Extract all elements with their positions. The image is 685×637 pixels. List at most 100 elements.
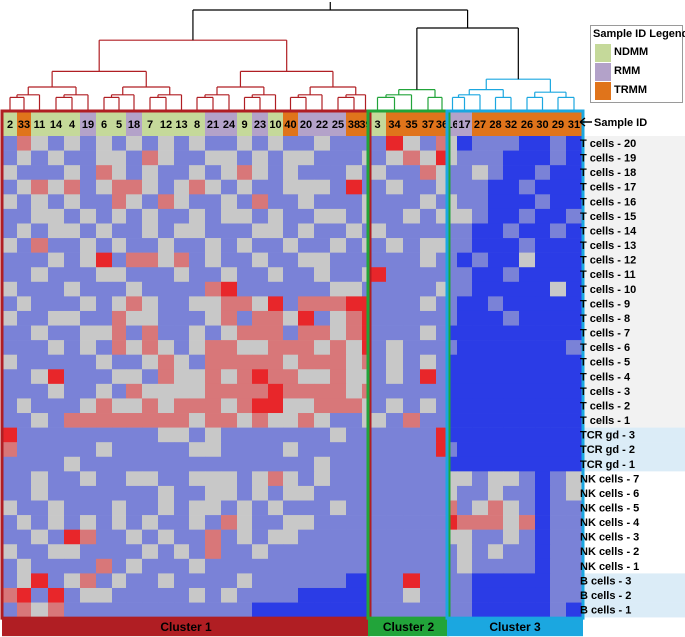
heatmap-cell bbox=[268, 150, 284, 166]
heatmap-cell bbox=[535, 369, 551, 385]
heatmap-cell bbox=[519, 354, 536, 370]
heatmap-cell bbox=[403, 325, 421, 341]
heatmap-cell bbox=[112, 413, 127, 428]
heatmap-cell bbox=[3, 544, 18, 560]
heatmap-cell bbox=[48, 602, 65, 618]
heatmap-cell bbox=[252, 485, 269, 501]
heatmap-cell bbox=[96, 573, 113, 589]
heatmap-cell bbox=[386, 223, 404, 239]
heatmap-cell bbox=[314, 208, 331, 224]
heatmap-cell bbox=[503, 369, 520, 385]
row-bg bbox=[578, 500, 685, 516]
heatmap-cell bbox=[112, 587, 127, 603]
heatmap-cell bbox=[448, 281, 458, 297]
heatmap-cell bbox=[80, 442, 97, 458]
heatmap-cell bbox=[112, 179, 127, 195]
heatmap-cell bbox=[346, 238, 363, 253]
heatmap-cell bbox=[362, 456, 370, 472]
heatmap-cell bbox=[457, 194, 473, 210]
row-label: T cells - 1 bbox=[580, 415, 630, 427]
heatmap-cell bbox=[268, 310, 284, 326]
heatmap-cell bbox=[503, 427, 520, 443]
heatmap-cell bbox=[96, 281, 113, 297]
heatmap-cell bbox=[189, 413, 206, 428]
heatmap-cell bbox=[126, 515, 143, 530]
heatmap-cell bbox=[158, 602, 175, 618]
heatmap-cell bbox=[488, 310, 504, 326]
heatmap-cell bbox=[31, 325, 49, 341]
heatmap-cell bbox=[519, 179, 536, 195]
cluster-label-bar bbox=[368, 617, 449, 637]
heatmap-cell bbox=[566, 150, 583, 166]
heatmap-cell bbox=[48, 267, 65, 283]
heatmap-cell bbox=[174, 179, 190, 195]
heatmap-cell bbox=[386, 296, 404, 312]
sample-header-cell bbox=[174, 112, 190, 136]
heatmap-cell bbox=[221, 340, 238, 355]
heatmap-cell bbox=[362, 281, 370, 297]
heatmap-cell bbox=[237, 471, 253, 487]
heatmap-cell bbox=[346, 383, 363, 399]
heatmap-cell bbox=[283, 310, 299, 326]
heatmap-cell bbox=[126, 296, 143, 312]
heatmap-cell bbox=[3, 515, 18, 530]
column-dendrogram bbox=[9, 2, 575, 112]
heatmap-cell bbox=[403, 354, 421, 370]
heatmap-cell bbox=[112, 383, 127, 399]
heatmap-cell bbox=[386, 325, 404, 341]
heatmap-cell bbox=[205, 413, 222, 428]
heatmap-cell bbox=[362, 573, 370, 589]
heatmap-cell bbox=[369, 471, 387, 487]
heatmap-cell bbox=[17, 485, 32, 501]
heatmap-cell bbox=[283, 208, 299, 224]
heatmap-cell bbox=[420, 223, 437, 239]
heatmap-cell bbox=[403, 238, 421, 253]
heatmap-cell bbox=[237, 500, 253, 516]
heatmap-cell bbox=[330, 194, 347, 210]
heatmap-cell bbox=[403, 413, 421, 428]
heatmap-cell bbox=[448, 369, 458, 385]
heatmap-cell bbox=[189, 456, 206, 472]
heatmap-cell bbox=[80, 165, 97, 181]
heatmap-cell bbox=[436, 194, 449, 210]
heatmap-cell bbox=[386, 179, 404, 195]
heatmap-cell bbox=[472, 281, 489, 297]
sample-header-cell bbox=[48, 112, 65, 136]
heatmap-cell bbox=[472, 238, 489, 253]
heatmap-cell bbox=[448, 150, 458, 166]
heatmap-cell bbox=[314, 383, 331, 399]
heatmap-cell bbox=[205, 150, 222, 166]
heatmap-cell bbox=[158, 500, 175, 516]
heatmap-cell bbox=[330, 602, 347, 618]
heatmap-cell bbox=[436, 544, 449, 560]
heatmap-cell bbox=[31, 383, 49, 399]
heatmap-cell bbox=[268, 136, 284, 151]
heatmap-cell bbox=[237, 238, 253, 253]
heatmap-cell bbox=[142, 354, 159, 370]
heatmap-cell bbox=[31, 267, 49, 283]
heatmap-cell bbox=[142, 413, 159, 428]
heatmap-cell bbox=[268, 194, 284, 210]
heatmap-cell bbox=[237, 296, 253, 312]
heatmap-cell bbox=[158, 179, 175, 195]
row-label: T cells - 9 bbox=[580, 298, 630, 310]
heatmap-cell bbox=[488, 456, 504, 472]
heatmap-cell bbox=[403, 179, 421, 195]
heatmap-cell bbox=[31, 413, 49, 428]
heatmap-cell bbox=[330, 573, 347, 589]
heatmap-cell bbox=[17, 296, 32, 312]
heatmap-cell bbox=[298, 544, 315, 560]
heatmap-cell bbox=[519, 310, 536, 326]
heatmap-cell bbox=[142, 500, 159, 516]
heatmap-cell bbox=[457, 281, 473, 297]
heatmap-cell bbox=[298, 456, 315, 472]
legend-label-rmm: RMM bbox=[614, 65, 641, 77]
heatmap-cell bbox=[535, 340, 551, 355]
heatmap-cell bbox=[362, 194, 370, 210]
heatmap-cell bbox=[503, 471, 520, 487]
heatmap-cell bbox=[362, 136, 370, 151]
heatmap-cell bbox=[80, 602, 97, 618]
heatmap-cell bbox=[550, 398, 567, 414]
row-bg bbox=[578, 238, 685, 253]
heatmap-cell bbox=[436, 515, 449, 530]
